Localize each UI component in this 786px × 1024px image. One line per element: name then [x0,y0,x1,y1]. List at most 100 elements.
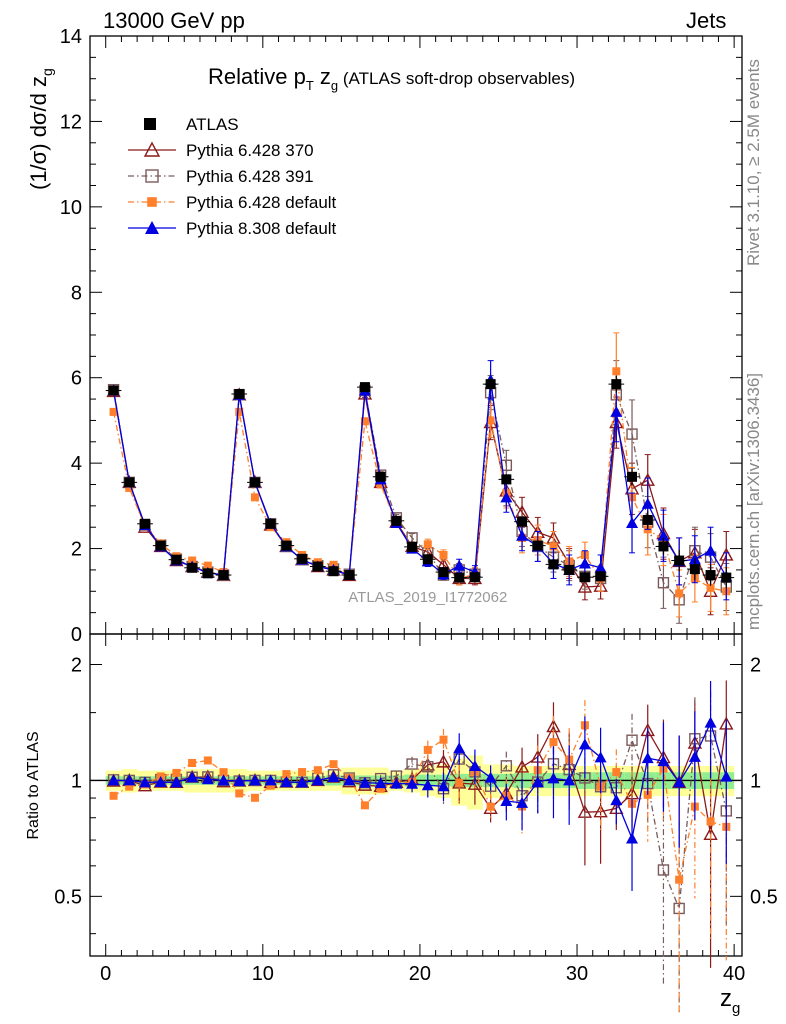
ratio-point [390,777,403,789]
ratio-point [436,754,451,768]
data-point [689,564,700,575]
ratio-point [188,759,197,768]
data-point [202,568,213,579]
data-point [109,407,118,416]
ratio-point [455,778,464,787]
data-point [674,555,685,566]
y-tick-label: 4 [71,453,82,475]
data-point [171,554,182,565]
ratio-point [547,772,560,784]
data-point [203,561,212,570]
data-point [218,570,229,581]
ratio-point [484,771,497,783]
ratio-point [593,804,608,818]
data-point [281,540,292,551]
series-line [112,371,727,595]
ratio-point [235,789,244,798]
data-point [500,491,513,503]
ratio-point [420,757,435,771]
energy-label: 13000 GeV pp [103,8,245,33]
ratio-point [329,760,338,769]
data-point [627,471,638,482]
series-line [112,391,727,593]
ratio-point [563,774,576,786]
ratio-point [641,752,654,764]
data-point [359,382,370,393]
ratio-series-4 [107,681,733,891]
ratio-point [657,864,670,876]
ratio-point [109,791,118,800]
data-point [577,579,593,593]
ratio-point [282,770,291,779]
series-4 [107,360,733,601]
data-point [344,570,355,581]
data-point [548,559,559,570]
data-point [642,514,653,525]
data-point [407,541,418,552]
data-point [721,572,732,583]
ratio-point [657,755,670,767]
data-point [422,554,433,565]
y-tick-label: 6 [71,368,82,390]
data-point [265,518,276,529]
data-point [155,540,166,551]
legend-label: Pythia 8.308 default [186,219,337,238]
data-point [501,474,512,485]
x-tick-label: 30 [566,963,588,985]
data-point [675,589,684,598]
data-point [657,529,670,541]
data-point [579,572,590,583]
data-point [125,483,134,492]
legend-entry-2: Pythia 6.428 391 [128,167,314,186]
ratio-point [358,776,371,788]
data-point [517,516,528,527]
legend-marker [145,221,159,234]
ratio-point [186,771,199,783]
data-point [376,480,385,489]
data-point [360,417,369,426]
ratio-point [360,801,369,810]
legend-marker [144,118,156,130]
ratio-point [673,776,686,788]
data-point [423,540,432,549]
series-line [112,389,727,602]
ratio-point [406,758,418,770]
y-tick-label: 8 [71,282,82,304]
y-axis-label: (1/σ) dσ/d zg [26,68,55,190]
ratio-tick-label-right: 0.5 [750,886,778,908]
data-point [610,405,623,417]
ratio-point [203,756,212,765]
ratio-point [437,780,450,792]
ratio-point [374,777,387,789]
data-point [297,553,308,564]
ratio-point [688,750,701,762]
ratio-axis-label: Ratio to ATLAS [25,731,42,839]
chart-title: Relative pT zg (ATLAS soft-drop observab… [208,64,575,93]
ratio-point [514,759,530,773]
data-point [108,385,119,396]
ratio-point [453,742,466,754]
y-tick-label: 14 [60,26,82,48]
ratio-point [706,817,715,826]
data-point [139,518,150,529]
ratio-point [594,751,607,763]
ratio-point [280,776,293,788]
ratio-point [549,738,558,747]
data-point [611,379,622,390]
ratio-point [421,779,434,791]
ratio-tick-label: 2 [71,654,82,676]
ratio-point [250,793,259,802]
data-point [485,379,496,390]
ratio-point [720,770,733,782]
ratio-point [439,735,448,744]
ratio-point [311,774,324,786]
x-tick-label: 40 [723,963,745,985]
data-point [595,571,606,582]
data-point [235,407,244,416]
ratio-line [113,720,727,841]
legend-entry-4: Pythia 8.308 default [128,219,337,238]
legend-entry-0: ATLAS [144,115,239,134]
x-tick-label: 20 [409,963,431,985]
data-point [249,477,260,488]
